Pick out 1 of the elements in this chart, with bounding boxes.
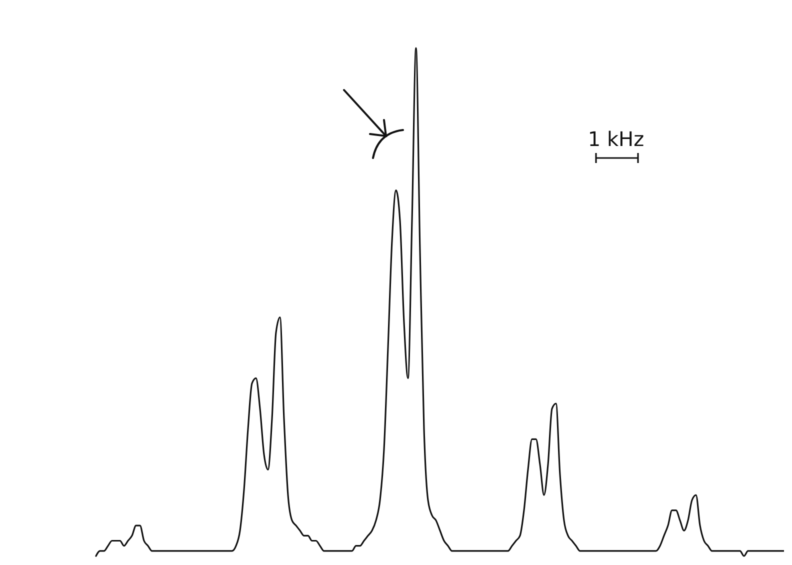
- annotation: 1 kHz: [588, 127, 644, 151]
